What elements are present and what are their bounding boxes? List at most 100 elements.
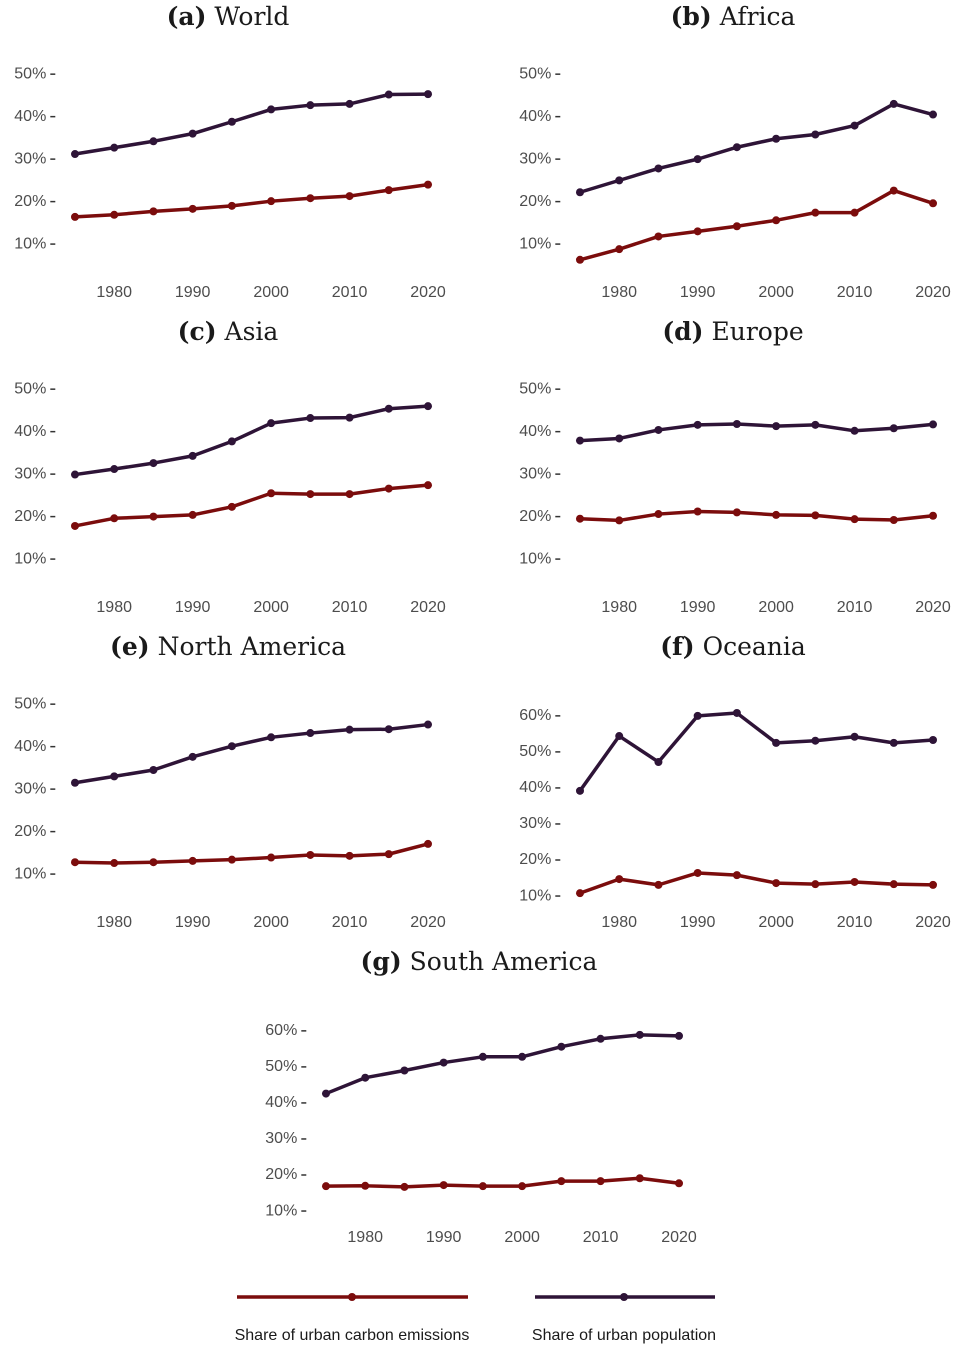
legend-label: Share of urban population	[532, 1327, 716, 1344]
data-point	[732, 222, 741, 231]
series-line	[579, 509, 934, 523]
data-point	[889, 516, 898, 525]
data-point	[384, 404, 393, 413]
series-line	[578, 711, 934, 792]
data-point	[615, 176, 624, 185]
y-tick-label: 50%	[519, 743, 551, 760]
data-point	[361, 1073, 370, 1082]
x-tick-label: 1990	[175, 284, 211, 301]
series-line	[579, 422, 934, 443]
data-point	[110, 514, 119, 523]
data-point	[654, 510, 663, 519]
x-tick-label: 2020	[410, 599, 446, 616]
data-point	[267, 733, 276, 742]
y-tick-label: 20%	[14, 823, 46, 840]
data-point	[478, 1182, 487, 1191]
y-tick-label: 20%	[14, 508, 46, 525]
data-point	[267, 419, 276, 428]
data-point	[654, 757, 663, 766]
panel-name: Asia	[224, 317, 279, 346]
data-point	[635, 1030, 644, 1039]
x-tick-label: 2010	[837, 599, 873, 616]
x-tick-label: 2020	[410, 914, 446, 931]
data-point	[267, 197, 276, 206]
data-point	[557, 1177, 566, 1186]
y-tick-label: 20%	[265, 1166, 297, 1183]
y-tick-label: 30%	[519, 815, 551, 832]
data-point	[575, 188, 584, 197]
data-point	[345, 192, 354, 201]
y-tick-label: 10%	[519, 887, 551, 904]
data-point	[615, 875, 624, 884]
y-tick-label: 60%	[265, 1022, 297, 1039]
series-line	[579, 102, 934, 194]
y-tick-label: 40%	[519, 423, 551, 440]
data-point	[306, 414, 315, 423]
x-tick-label: 2010	[583, 1229, 619, 1246]
data-point	[693, 711, 702, 720]
data-point	[850, 732, 859, 741]
data-point	[518, 1052, 527, 1061]
data-point	[149, 766, 158, 775]
data-point	[439, 1181, 448, 1190]
data-point	[693, 868, 702, 877]
data-point	[596, 1034, 605, 1043]
y-tick-label: 10%	[14, 235, 46, 252]
x-tick-label: 1980	[601, 599, 637, 616]
series-line	[74, 722, 429, 785]
data-point	[306, 850, 315, 859]
data-point	[557, 1042, 566, 1051]
data-point	[227, 742, 236, 751]
x-tick-label: 2010	[332, 284, 368, 301]
data-point	[654, 232, 663, 241]
data-point	[306, 101, 315, 110]
data-point	[345, 99, 354, 108]
series-line	[74, 404, 429, 477]
data-point	[188, 752, 197, 761]
panel-label: (d)	[662, 317, 703, 346]
y-tick-label: 50%	[265, 1058, 297, 1075]
data-point	[929, 511, 938, 520]
data-point	[732, 508, 741, 517]
data-point	[732, 708, 741, 717]
panel-name: Oceania	[703, 632, 806, 661]
data-point	[110, 210, 119, 219]
data-point	[267, 105, 276, 114]
y-tick-label: 30%	[14, 780, 46, 797]
data-point	[70, 150, 79, 159]
data-point	[811, 736, 820, 745]
data-point	[850, 121, 859, 130]
data-point	[149, 459, 158, 468]
data-point	[439, 1058, 448, 1067]
data-point	[850, 515, 859, 524]
y-tick-label: 30%	[265, 1130, 297, 1147]
data-point	[615, 434, 624, 443]
x-tick-label: 2000	[504, 1229, 540, 1246]
y-tick-label: 20%	[519, 508, 551, 525]
data-point	[345, 725, 354, 734]
data-point	[850, 208, 859, 217]
data-point	[772, 216, 781, 225]
y-tick-label: 40%	[519, 108, 551, 125]
series-line	[74, 842, 429, 865]
x-tick-label: 2020	[410, 284, 446, 301]
panel-name: South America	[410, 947, 598, 976]
panel-title: (a) World	[167, 2, 290, 31]
data-point	[267, 489, 276, 498]
data-point	[654, 880, 663, 889]
panel-label: (a)	[167, 2, 207, 31]
y-tick-label: 30%	[14, 465, 46, 482]
data-point	[110, 772, 119, 781]
panel-name: World	[214, 2, 289, 31]
x-tick-label: 2000	[758, 914, 794, 931]
data-point	[635, 1174, 644, 1183]
data-point	[321, 1089, 330, 1098]
data-point	[772, 738, 781, 747]
data-point	[227, 855, 236, 864]
data-point	[306, 729, 315, 738]
y-tick-label: 20%	[14, 193, 46, 210]
data-point	[345, 851, 354, 860]
series-line	[325, 1176, 680, 1189]
x-tick-label: 2000	[253, 914, 289, 931]
x-tick-label: 1990	[680, 284, 716, 301]
